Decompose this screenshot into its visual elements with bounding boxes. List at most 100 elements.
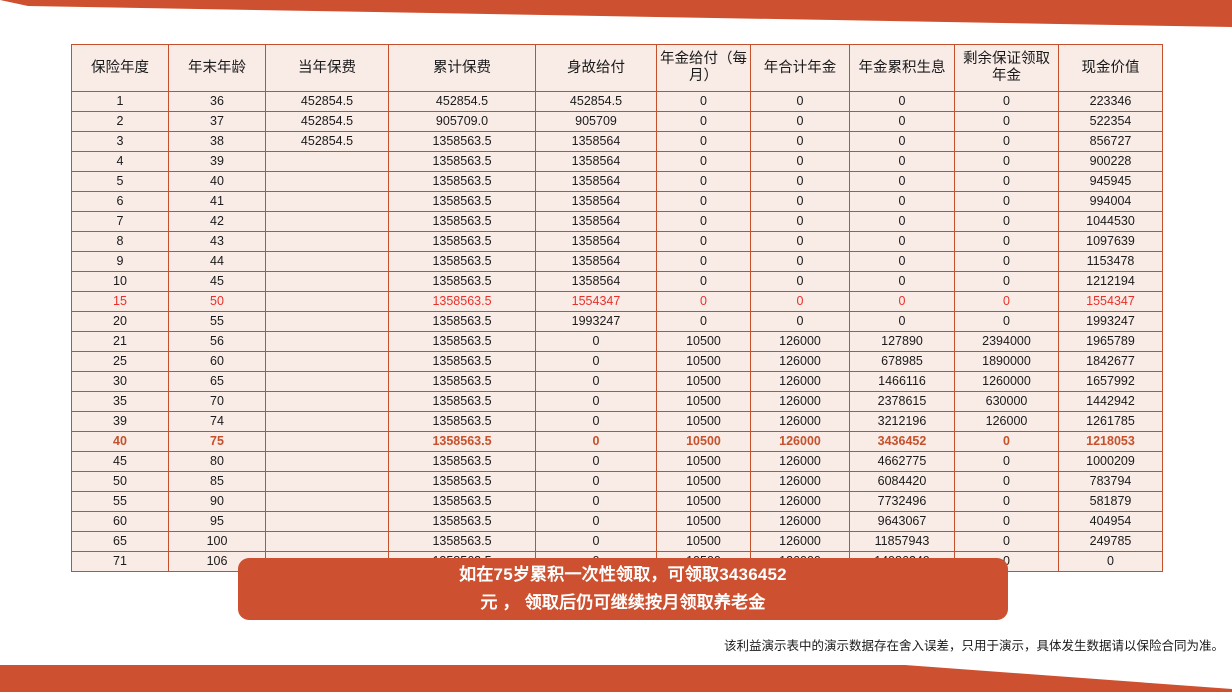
cell-annuity-accumulated-interest: 0	[849, 131, 955, 152]
cell-monthly-annuity: 10500	[656, 331, 751, 352]
cell-remaining-guaranteed-annuity: 0	[954, 91, 1059, 112]
cell-monthly-annuity: 10500	[656, 351, 751, 372]
cell-annuity-accumulated-interest: 0	[849, 271, 955, 292]
cell-age-at-year-end: 70	[168, 391, 266, 412]
cell-annual-total-annuity: 0	[750, 251, 850, 272]
cell-remaining-guaranteed-annuity: 0	[954, 311, 1059, 332]
cell-cumulative-premium: 1358563.5	[388, 491, 536, 512]
table-row: 1 36 452854.5 452854.5 452854.5 0 0 0 0 223346	[71, 91, 1163, 112]
cell-annual-premium	[265, 391, 389, 412]
lump-sum-callout-banner: 如在75岁累积一次性领取，可领取3436452 元 ， 领取后仍可继续按月领取养…	[238, 558, 1008, 620]
cell-annuity-accumulated-interest: 1466116	[849, 371, 955, 392]
cell-annual-premium	[265, 331, 389, 352]
cell-annual-premium: 452854.5	[265, 131, 389, 152]
table-row: 21 56 1358563.5 0 10500 126000 127890 2394000 19…	[71, 331, 1163, 352]
banner-line-1: 如在75岁累积一次性领取，可领取3436452	[459, 564, 787, 584]
cell-remaining-guaranteed-annuity: 1260000	[954, 371, 1059, 392]
column-header-cash-value: 现金价值	[1058, 44, 1163, 92]
table-row: 55 90 1358563.5 0 10500 126000 7732496 0 581879	[71, 491, 1163, 512]
cell-annual-total-annuity: 0	[750, 111, 850, 132]
cell-cumulative-premium: 1358563.5	[388, 311, 536, 332]
cell-annual-premium	[265, 271, 389, 292]
cell-cash-value: 1044530	[1058, 211, 1163, 232]
cell-annual-total-annuity: 126000	[750, 411, 850, 432]
cell-remaining-guaranteed-annuity: 630000	[954, 391, 1059, 412]
cell-remaining-guaranteed-annuity: 0	[954, 291, 1059, 312]
cell-cumulative-premium: 1358563.5	[388, 271, 536, 292]
cell-annuity-accumulated-interest: 678985	[849, 351, 955, 372]
cell-death-benefit: 0	[535, 331, 657, 352]
cell-cumulative-premium: 1358563.5	[388, 291, 536, 312]
cell-annual-total-annuity: 126000	[750, 531, 850, 552]
cell-cumulative-premium: 1358563.5	[388, 351, 536, 372]
cell-cash-value: 1000209	[1058, 451, 1163, 472]
cell-cumulative-premium: 1358563.5	[388, 211, 536, 232]
cell-monthly-annuity: 0	[656, 211, 751, 232]
cell-policy-year: 55	[71, 491, 169, 512]
cell-remaining-guaranteed-annuity: 0	[954, 271, 1059, 292]
cell-remaining-guaranteed-annuity: 126000	[954, 411, 1059, 432]
cell-annuity-accumulated-interest: 2378615	[849, 391, 955, 412]
table-row: 5 40 1358563.5 1358564 0 0 0 0 945945	[71, 171, 1163, 192]
cell-annual-premium	[265, 491, 389, 512]
bottom-decoration-shape	[0, 665, 1232, 692]
cell-cumulative-premium: 1358563.5	[388, 391, 536, 412]
cell-annuity-accumulated-interest: 3436452	[849, 431, 955, 452]
cell-annuity-accumulated-interest: 7732496	[849, 491, 955, 512]
cell-policy-year: 10	[71, 271, 169, 292]
top-decoration-shape	[0, 0, 1232, 27]
cell-policy-year: 45	[71, 451, 169, 472]
cell-policy-year: 9	[71, 251, 169, 272]
cell-annual-total-annuity: 0	[750, 211, 850, 232]
cell-annuity-accumulated-interest: 0	[849, 311, 955, 332]
disclaimer-footnote: 该利益演示表中的演示数据存在舍入误差，只用于演示，具体发生数据请以保险合同为准。	[723, 639, 1224, 653]
column-header-annual-premium: 当年保费	[265, 44, 389, 92]
cell-cash-value: 0	[1058, 551, 1163, 572]
cell-annuity-accumulated-interest: 0	[849, 291, 955, 312]
cell-cumulative-premium: 452854.5	[388, 91, 536, 112]
cell-remaining-guaranteed-annuity: 0	[954, 231, 1059, 252]
table-row: 4 39 1358563.5 1358564 0 0 0 0 900228	[71, 151, 1163, 172]
cell-death-benefit: 0	[535, 391, 657, 412]
cell-annual-premium	[265, 291, 389, 312]
cell-monthly-annuity: 10500	[656, 451, 751, 472]
cell-annual-premium	[265, 411, 389, 432]
table-row: 2 37 452854.5 905709.0 905709 0 0 0 0 522354	[71, 111, 1163, 132]
cell-cumulative-premium: 1358563.5	[388, 131, 536, 152]
cell-annual-premium	[265, 151, 389, 172]
cell-remaining-guaranteed-annuity: 0	[954, 451, 1059, 472]
table-row: 15 50 1358563.5 1554347 0 0 0 0 1554347	[71, 291, 1163, 312]
cell-annuity-accumulated-interest: 0	[849, 111, 955, 132]
cell-policy-year: 50	[71, 471, 169, 492]
cell-age-at-year-end: 39	[168, 151, 266, 172]
cell-cash-value: 1965789	[1058, 331, 1163, 352]
cell-monthly-annuity: 10500	[656, 471, 751, 492]
cell-annual-total-annuity: 126000	[750, 431, 850, 452]
cell-age-at-year-end: 74	[168, 411, 266, 432]
cell-death-benefit: 452854.5	[535, 91, 657, 112]
cell-policy-year: 25	[71, 351, 169, 372]
cell-cash-value: 1097639	[1058, 231, 1163, 252]
cell-age-at-year-end: 36	[168, 91, 266, 112]
cell-cumulative-premium: 1358563.5	[388, 411, 536, 432]
cell-policy-year: 8	[71, 231, 169, 252]
cell-age-at-year-end: 60	[168, 351, 266, 372]
cell-remaining-guaranteed-annuity: 0	[954, 531, 1059, 552]
table-row: 25 60 1358563.5 0 10500 126000 678985 1890000 18…	[71, 351, 1163, 372]
cell-annual-total-annuity: 126000	[750, 331, 850, 352]
cell-monthly-annuity: 0	[656, 191, 751, 212]
cell-annuity-accumulated-interest: 0	[849, 251, 955, 272]
cell-annual-total-annuity: 0	[750, 151, 850, 172]
cell-death-benefit: 1554347	[535, 291, 657, 312]
cell-policy-year: 7	[71, 211, 169, 232]
cell-cumulative-premium: 1358563.5	[388, 231, 536, 252]
cell-annuity-accumulated-interest: 0	[849, 211, 955, 232]
column-header-death-benefit: 身故给付	[535, 44, 657, 92]
cell-remaining-guaranteed-annuity: 0	[954, 211, 1059, 232]
cell-annuity-accumulated-interest: 9643067	[849, 511, 955, 532]
cell-death-benefit: 0	[535, 531, 657, 552]
cell-monthly-annuity: 10500	[656, 411, 751, 432]
banner-line-2: 元 ， 领取后仍可继续按月领取养老金	[480, 593, 766, 612]
cell-death-benefit: 1358564	[535, 251, 657, 272]
